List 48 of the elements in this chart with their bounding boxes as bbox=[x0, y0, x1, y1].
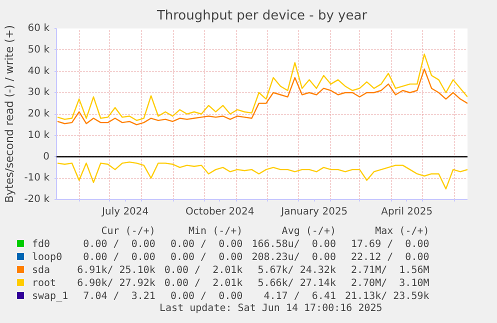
y-tick-label: 50 k bbox=[28, 44, 50, 56]
line-series bbox=[56, 68, 468, 126]
y-tick-label: 60 k bbox=[28, 23, 50, 34]
text: 7.04 / 3.21 bbox=[82, 290, 156, 303]
x-tick-label: October 2024 bbox=[186, 206, 254, 218]
y-tick-label: -20 k bbox=[24, 194, 50, 205]
text: 0.00 / 0.00 bbox=[169, 238, 244, 251]
y-tick-label: 40 k bbox=[28, 66, 50, 77]
text: Avg (-/+) bbox=[280, 225, 337, 238]
legend-label: sda bbox=[31, 264, 52, 277]
legend-label: loop0 bbox=[31, 251, 64, 264]
text: 0.00 / 0.00 bbox=[82, 251, 156, 264]
y-tick-label: 0 bbox=[43, 151, 50, 162]
x-tick-label: April 2025 bbox=[381, 206, 433, 218]
text: 22.12 / 0.00 bbox=[350, 251, 430, 264]
text: 6.90k/ 27.92k bbox=[76, 277, 156, 290]
text: 0.00 / 0.00 bbox=[82, 238, 156, 251]
y-tick-label: -10 k bbox=[24, 172, 50, 184]
text: Last update: Sat Jun 14 17:00:16 2025 bbox=[158, 303, 384, 314]
y-tick-label: 30 k bbox=[28, 87, 50, 98]
text: 2.70M/ 3.10M bbox=[350, 277, 430, 290]
text: 0.00 / 2.01k bbox=[163, 277, 244, 290]
text: 2.71M/ 1.56M bbox=[350, 264, 430, 277]
chart-title: Throughput per device - by year bbox=[156, 8, 368, 24]
line-series bbox=[56, 161, 468, 190]
line-series bbox=[56, 54, 468, 122]
text: 5.66k/ 27.14k bbox=[256, 277, 337, 290]
text: 6.91k/ 25.10k bbox=[76, 264, 156, 277]
text: 0.00 / 0.00 bbox=[169, 251, 244, 264]
y-axis-title: Bytes/second read (-) / write (+) bbox=[3, 25, 16, 203]
text: 208.23u/ 0.00 bbox=[250, 251, 337, 264]
x-tick-label: July 2024 bbox=[101, 206, 149, 218]
text: 17.69 / 0.00 bbox=[350, 238, 430, 251]
y-tick-label: 10 k bbox=[28, 130, 50, 141]
legend-label: swap_1 bbox=[31, 290, 70, 303]
text: 5.67k/ 24.32k bbox=[256, 264, 337, 277]
x-tick-label: January 2025 bbox=[280, 206, 348, 218]
legend-label: root bbox=[31, 277, 58, 290]
text: 0.00 / 2.01k bbox=[163, 264, 244, 277]
y-tick-label: 20 k bbox=[28, 108, 50, 120]
text: 0.00 / 0.00 bbox=[169, 290, 244, 303]
text: Min (-/+) bbox=[188, 225, 244, 238]
text: 4.17 / 6.41 bbox=[262, 290, 337, 303]
text: 166.58u/ 0.00 bbox=[250, 238, 337, 251]
legend-label: fd0 bbox=[31, 238, 52, 251]
text: Max (-/+) bbox=[374, 225, 430, 238]
text: 21.13k/ 23.59k bbox=[344, 290, 430, 303]
text: Cur (-/+) bbox=[100, 225, 156, 238]
